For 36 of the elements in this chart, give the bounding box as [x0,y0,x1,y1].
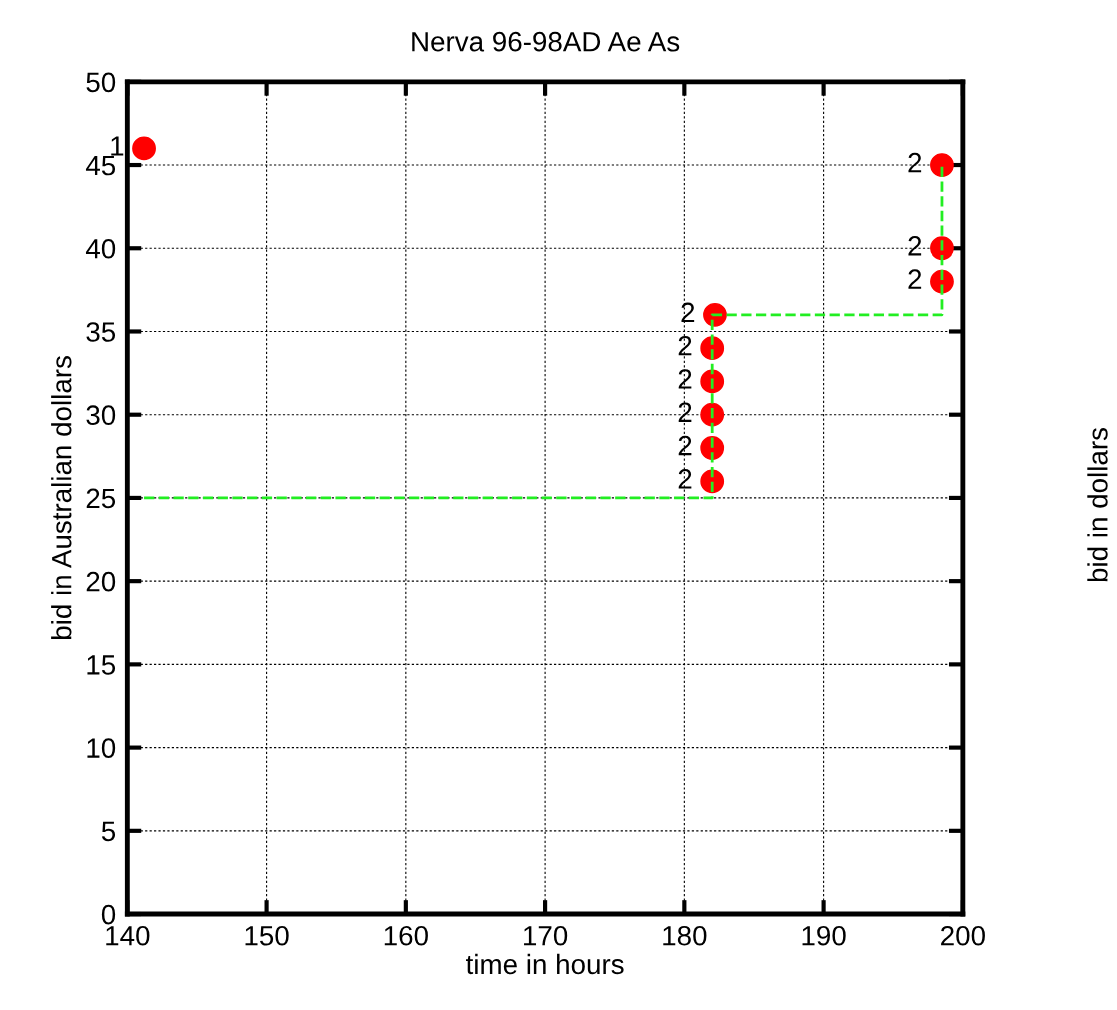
annotation: 1 [111,136,124,156]
x-tick-label: 140 [106,925,150,946]
point [132,136,156,161]
x-tick-label: 170 [524,925,568,946]
annotation: 2 [678,369,692,389]
x-tick-label: 180 [663,925,707,946]
annotation: 2 [678,469,692,489]
y-tick-label: 50 [86,72,116,93]
y-tick-label: 40 [85,238,116,259]
chart-title: Nerva 96-98AD Ae As [412,31,680,52]
y-tick-label: 0 [101,904,116,925]
annotation: 2 [678,335,692,356]
y-tick-label: 10 [87,738,116,758]
annotation: 2 [678,435,692,456]
y-tick-label: 45 [85,155,116,176]
x-axis-title: time in hours [466,953,624,975]
x-tick-label: 160 [384,925,428,946]
point [930,153,954,177]
point [930,236,954,261]
point [930,269,954,294]
x-tick-label: 150 [245,925,289,946]
y-tick-label: 30 [86,405,116,426]
annotation: 2 [908,269,922,289]
annotation: 2 [908,152,922,173]
annotation: 2 [678,402,692,422]
y-tick-label: 5 [101,821,116,842]
y-tick-label: 15 [87,655,116,675]
y2-axis-title: bid in dollars [1087,428,1108,582]
annotation: 2 [908,236,922,256]
y-tick-label: 25 [86,488,116,509]
x-tick-label: 190 [802,925,846,946]
y-tick-label: 35 [86,322,116,342]
y-axis-title: bid in Australian dollars [51,356,72,639]
annotation: 2 [681,302,695,323]
x-tick-label: 200 [941,925,985,946]
y-tick-label: 20 [86,571,116,592]
